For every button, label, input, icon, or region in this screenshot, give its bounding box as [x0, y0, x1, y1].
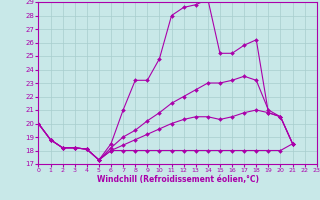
X-axis label: Windchill (Refroidissement éolien,°C): Windchill (Refroidissement éolien,°C)	[97, 175, 259, 184]
